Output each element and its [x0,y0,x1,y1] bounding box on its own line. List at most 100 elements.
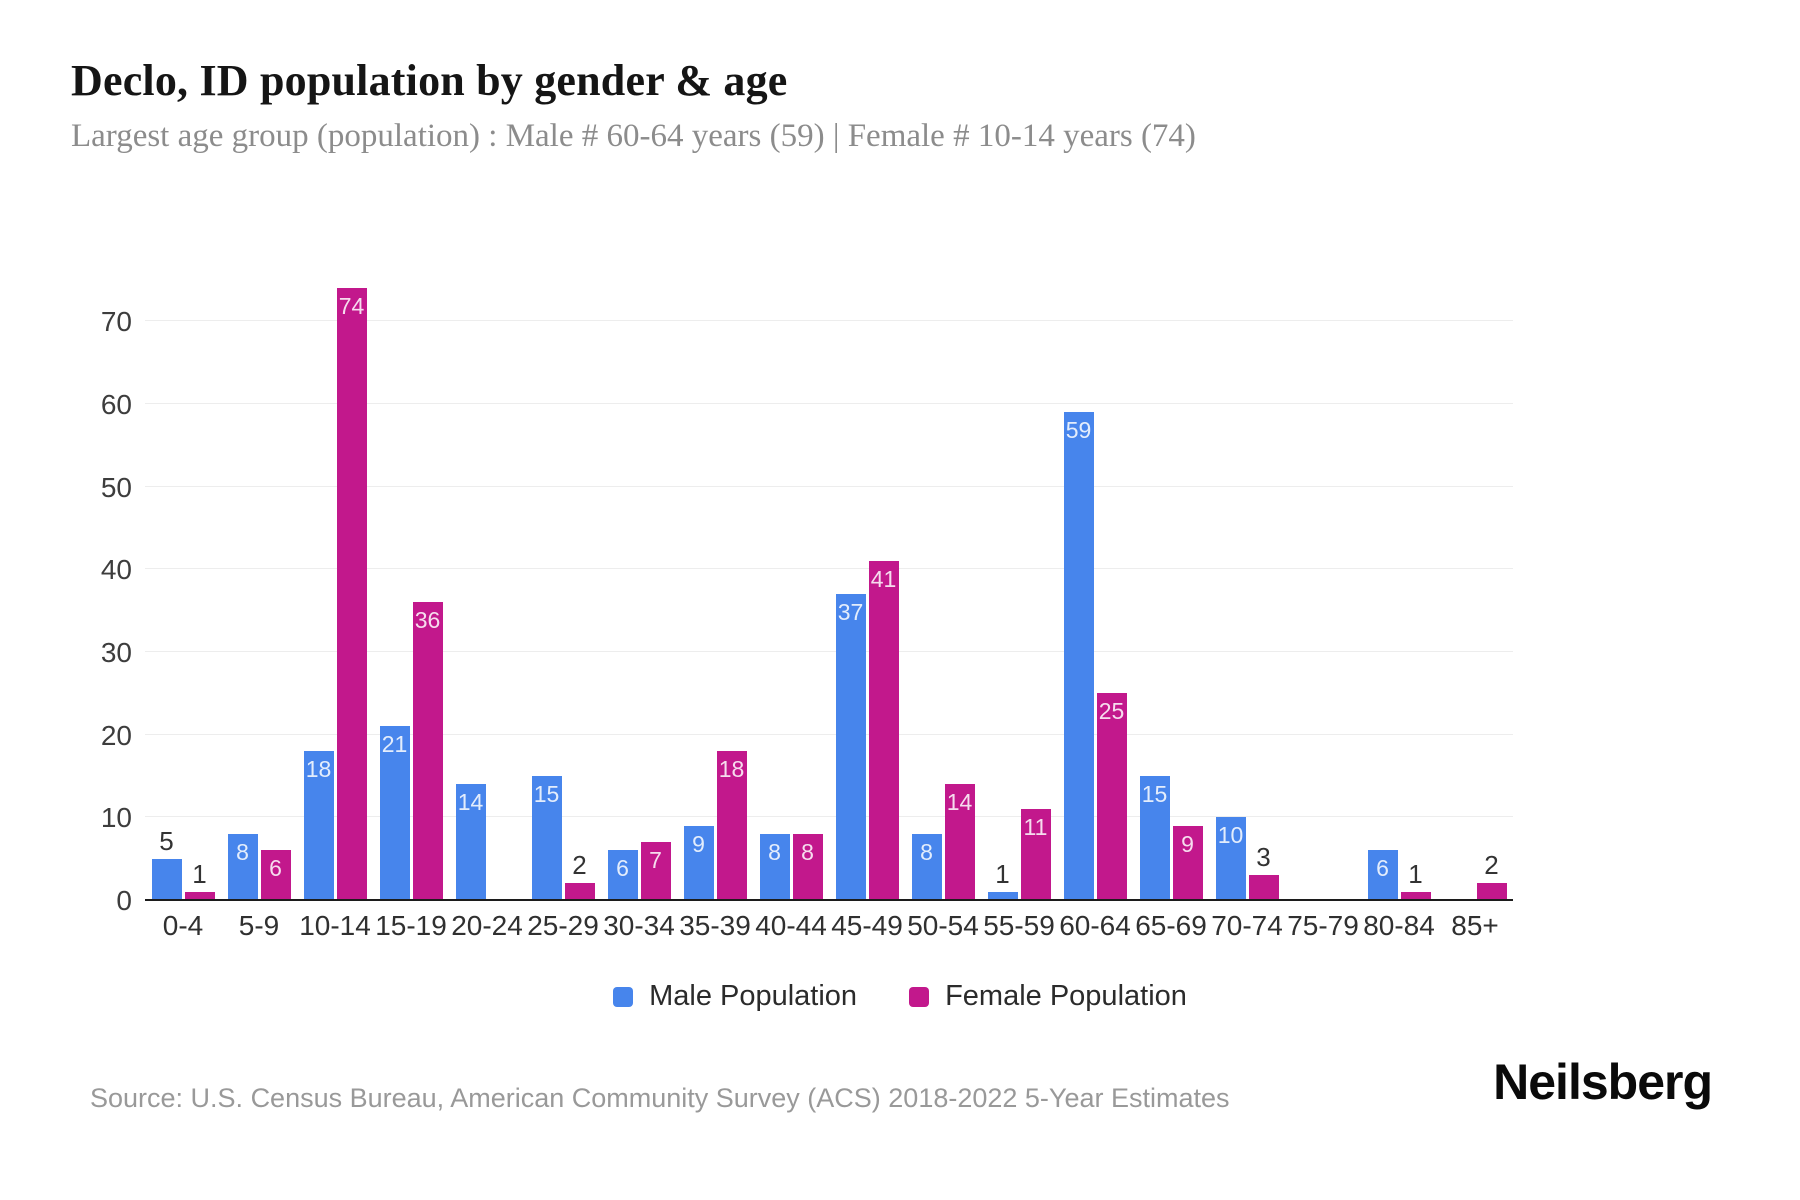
male-bar: 59 [1063,412,1094,900]
female-bar-slot: 6 [260,850,291,900]
female-bar: 25 [1096,693,1127,900]
female-bar-slot: 7 [640,842,671,900]
bar-value-label: 2 [1484,850,1499,881]
x-tick-label: 85+ [1451,910,1499,941]
bar-value-label: 18 [718,756,745,783]
x-axis-labels: 0-4 5-9 10-14 15-19 20-24 25-29 30-34 35-39 40-4… [145,910,1513,942]
male-swatch-icon [613,986,634,1007]
bar-group: 1 11 [981,280,1057,900]
bar-value-label: 14 [946,789,973,816]
bar-value-label: 8 [920,838,933,865]
female-bar: 11 [1020,809,1051,900]
female-bar: 1 [184,859,215,900]
male-bar: 5 [151,826,182,900]
male-bar: 8 [759,833,790,900]
male-bar: 37 [835,594,866,900]
female-bar: 18 [716,751,747,900]
female-bar-slot: 36 [412,602,443,900]
bar-value-label: 1 [995,858,1010,889]
bar-value-label: 8 [801,838,814,865]
y-tick-label: 30 [100,637,132,668]
bar-value-label: 14 [457,789,484,816]
x-tick-label: 35-39 [679,910,751,941]
bar-group: 21 36 [373,280,449,900]
x-tick-label: 80-84 [1363,910,1435,941]
source-text: Source: U.S. Census Bureau, American Com… [90,1083,1230,1113]
bar-group: 2 [1437,280,1513,900]
x-tick-label: 5-9 [238,910,280,941]
female-bar: 36 [412,602,443,900]
female-bar: 3 [1248,842,1279,900]
y-tick-label: 60 [100,389,132,420]
x-tick-label: 0-4 [162,910,204,941]
gridline [145,485,1513,487]
male-bar-slot: 9 [683,825,714,900]
x-tick-label: 30-34 [603,910,675,941]
bar-group: 15 9 [1133,280,1209,900]
legend-item-male[interactable]: Male Population [613,980,857,1013]
female-bar-slot: 74 [336,288,367,900]
x-tick-label: 40-44 [755,910,827,941]
female-bar: 8 [792,833,823,900]
female-bar: 2 [564,850,595,900]
female-bar: 2 [1476,850,1507,900]
female-bar-slot: 41 [868,561,899,900]
bar-value-label: 5 [159,825,174,856]
female-bar-slot: 2 [1476,850,1507,900]
female-bar: 14 [944,784,975,900]
bar-group: 8 14 [905,280,981,900]
bar-value-label: 6 [616,855,629,882]
bar-value-label: 1 [1408,858,1423,889]
gridline [145,651,1513,652]
x-tick-label: 20-24 [451,910,523,941]
y-tick-label: 10 [100,802,132,834]
x-axis-line [145,899,1513,901]
bar-value-label: 6 [269,855,282,882]
bar-value-label: 2 [572,850,587,881]
bar-value-label: 10 [1217,822,1244,849]
bar-value-label: 8 [236,838,249,865]
legend-item-female[interactable]: Female Population [909,980,1187,1013]
female-bar: 6 [260,850,291,900]
bar-value-label: 9 [692,830,705,857]
bar-group: 14 [449,280,525,900]
female-bar-slot: 25 [1096,693,1127,900]
gridline [145,568,1513,570]
bar-value-label: 25 [1098,698,1125,725]
bar-value-label: 36 [414,607,441,634]
x-tick-label: 15-19 [375,910,447,941]
gridline [145,733,1513,735]
legend-label-female: Female Population [945,980,1187,1012]
bar-value-label: 7 [649,847,662,874]
y-tick-label: 0 [116,885,132,916]
female-bar: 1 [1400,859,1431,900]
female-bar-slot: 9 [1172,825,1203,900]
x-tick-label: 25-29 [527,910,599,941]
bar-group: 18 74 [297,280,373,900]
bar-value-label: 15 [533,781,560,807]
x-tick-label: 50-54 [907,910,979,941]
male-bar-slot: 1 [987,859,1018,900]
bar-group: 37 41 [829,280,905,900]
bar-value-label: 18 [305,756,332,783]
bar-value-label: 3 [1256,842,1271,873]
male-bar: 6 [607,850,638,900]
male-bar-slot: 59 [1063,412,1094,900]
male-bar: 15 [1139,776,1170,900]
female-bar-slot: 8 [792,833,823,900]
bar-value-label: 15 [1141,781,1168,807]
male-bar: 21 [379,726,410,900]
male-bar-slot: 6 [607,850,638,900]
female-swatch-icon [909,986,930,1007]
bar-value-label: 1 [192,858,207,889]
male-bar: 8 [911,833,942,900]
bar-value-label: 59 [1065,417,1092,444]
x-tick-label: 65-69 [1135,910,1207,941]
male-bar: 14 [455,784,486,900]
x-tick-label: 60-64 [1059,910,1131,941]
female-bar-slot: 14 [944,784,975,900]
